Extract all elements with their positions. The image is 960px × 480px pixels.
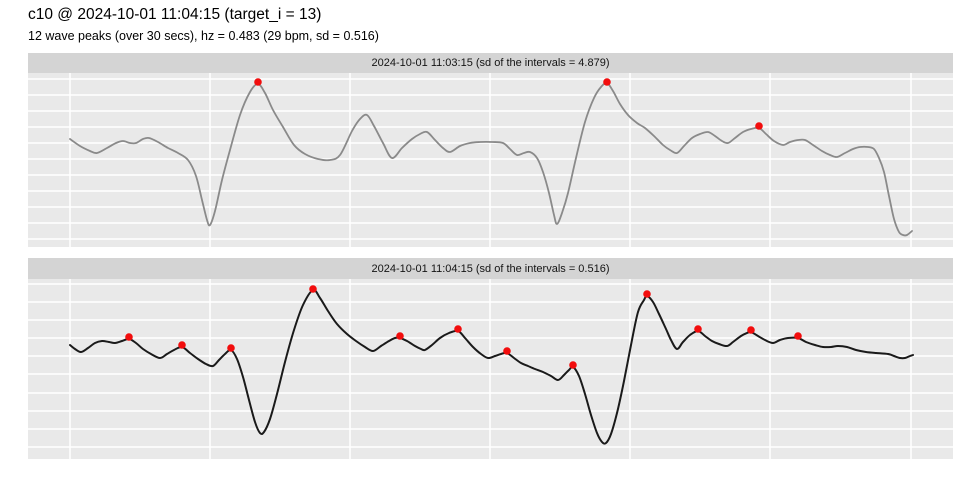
peak-marker: [454, 325, 462, 333]
peak-marker: [396, 332, 404, 340]
wave-line: [69, 288, 914, 445]
wave-chart-bottom: [28, 279, 953, 459]
peak-marker: [503, 347, 511, 355]
facet-strip-top: 2024-10-01 11:03:15 (sd of the intervals…: [28, 53, 953, 73]
peak-marker: [755, 122, 763, 130]
peak-marker: [227, 344, 235, 352]
facet-strip-bottom-label: 2024-10-01 11:04:15 (sd of the intervals…: [371, 262, 610, 275]
peak-marker: [569, 361, 577, 369]
peak-marker: [178, 341, 186, 349]
facet-strip-top-label: 2024-10-01 11:03:15 (sd of the intervals…: [371, 57, 610, 69]
plot-subtitle: 12 wave peaks (over 30 secs), hz = 0.483…: [28, 29, 379, 43]
peak-marker: [794, 332, 802, 340]
wave-chart-top: [28, 73, 953, 247]
wave-line: [69, 81, 913, 237]
facet-panel-bottom: [28, 279, 953, 459]
peak-marker: [694, 325, 702, 333]
peak-marker: [603, 78, 611, 86]
peak-marker: [254, 78, 262, 86]
peak-marker: [125, 333, 133, 341]
peak-marker: [309, 285, 317, 293]
peak-marker: [747, 326, 755, 334]
facet-strip-bottom: 2024-10-01 11:04:15 (sd of the intervals…: [28, 258, 953, 279]
facet-panel-top: [28, 73, 953, 247]
plot-title: c10 @ 2024-10-01 11:04:15 (target_i = 13…: [28, 6, 322, 23]
peak-marker: [643, 290, 651, 298]
